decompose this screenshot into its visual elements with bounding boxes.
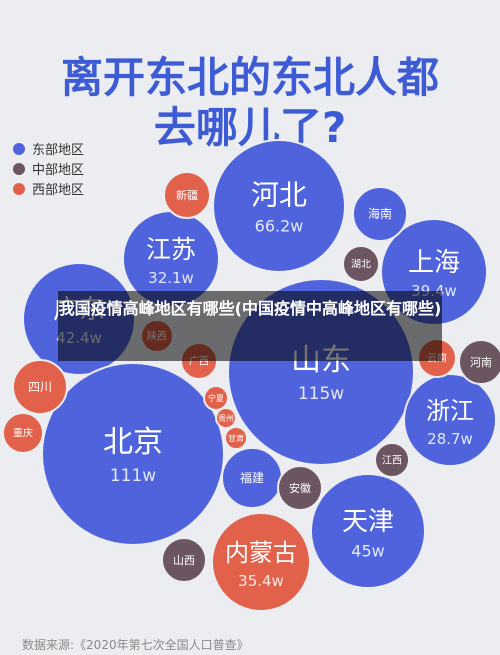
legend-label-west: 西部地区 (32, 183, 84, 198)
bubble-25: 甘肃 (224, 426, 248, 450)
bubble-value: 28.7w (427, 430, 473, 448)
bubble-label: 福建 (240, 470, 264, 485)
bubble-15: 安徽 (277, 465, 323, 511)
chart-title-line-2: 去哪儿了? (154, 103, 346, 152)
bubble-label: 宁夏 (208, 393, 224, 403)
bubble-label: 山西 (173, 554, 195, 567)
legend-label-central: 中部地区 (32, 163, 84, 178)
legend: 东部地区 中部地区 西部地区 (13, 143, 84, 198)
bubble-circle (2, 412, 44, 454)
bubble-circle (211, 512, 311, 612)
caption-overlay (58, 291, 442, 361)
bubble-label: 上海 (408, 248, 460, 278)
bubble-17: 新疆 (163, 171, 211, 219)
bubble-7: 浙江 28.7w (403, 373, 497, 467)
bubble-1: 河北 66.2w (212, 139, 346, 273)
bubble-circle (12, 359, 68, 415)
bubble-circle (458, 339, 500, 385)
bubble-20: 四川 (12, 359, 68, 415)
bubble-value: 45w (351, 542, 384, 561)
bubble-circle (403, 373, 497, 467)
bubble-label: 贵州 (218, 413, 234, 423)
bubble-label: 甘肃 (228, 433, 244, 443)
bubble-11: 福建 (221, 447, 283, 509)
chart-title-line-1: 离开东北的东北人都 (61, 53, 439, 102)
bubble-value: 66.2w (255, 217, 304, 236)
legend-swatch-central (13, 163, 25, 175)
bubble-label: 浙江 (426, 397, 474, 425)
caption-text: 我国疫情高峰地区有哪些(中国疫情中高峰地区有哪些) (58, 299, 442, 318)
bubble-label: 江苏 (146, 235, 196, 264)
bubble-label: 天津 (342, 507, 394, 537)
bubble-10: 海南 (352, 186, 408, 242)
bubble-label: 重庆 (13, 427, 33, 440)
bubble-24: 贵州 (215, 407, 237, 429)
bubble-circle (163, 171, 211, 219)
bubble-21: 重庆 (2, 412, 44, 454)
legend-label-east: 东部地区 (32, 143, 84, 158)
bubble-14: 江西 (374, 442, 410, 478)
bubble-label: 北京 (103, 425, 163, 460)
bubble-13: 河南 (458, 339, 500, 385)
bubble-label: 海南 (368, 206, 392, 221)
bubble-value: 115w (298, 384, 344, 404)
bubble-6: 北京 111w (41, 362, 225, 546)
bubble-9: 内蒙古 35.4w (211, 512, 311, 612)
bubble-label: 新疆 (176, 188, 198, 202)
bubble-label: 湖北 (351, 259, 371, 271)
bubbles: 河北66.2w江苏32.1w上海39.4w广东42.4w山东115w北京111w… (2, 139, 500, 612)
bubble-label: 安徽 (289, 481, 311, 495)
legend-swatch-west (13, 183, 25, 195)
bubble-label: 河南 (470, 356, 492, 369)
bubble-circle (342, 245, 380, 283)
bubble-circle (310, 473, 426, 589)
bubble-circle (212, 139, 346, 273)
bubble-circle (203, 385, 229, 411)
data-source-footer: 数据来源:《2020年第七次全国人口普查》 (22, 637, 249, 652)
bubble-16: 山西 (161, 537, 207, 583)
bubble-23: 宁夏 (203, 385, 229, 411)
bubble-circle (352, 186, 408, 242)
bubble-circle (215, 407, 237, 429)
bubble-label: 四川 (28, 380, 52, 394)
bubble-circle (277, 465, 323, 511)
bubble-8: 天津 45w (310, 473, 426, 589)
bubble-label: 内蒙古 (225, 539, 297, 567)
bubble-circle (374, 442, 410, 478)
legend-swatch-east (13, 143, 25, 155)
bubble-label: 江西 (382, 455, 402, 467)
bubble-value: 35.4w (238, 572, 284, 590)
bubble-circle (41, 362, 225, 546)
bubble-circle (224, 426, 248, 450)
bubble-label: 河北 (251, 179, 307, 212)
bubble-circle (161, 537, 207, 583)
bubble-12: 湖北 (342, 245, 380, 283)
bubble-value: 111w (110, 466, 156, 486)
bubble-value: 32.1w (148, 269, 194, 287)
